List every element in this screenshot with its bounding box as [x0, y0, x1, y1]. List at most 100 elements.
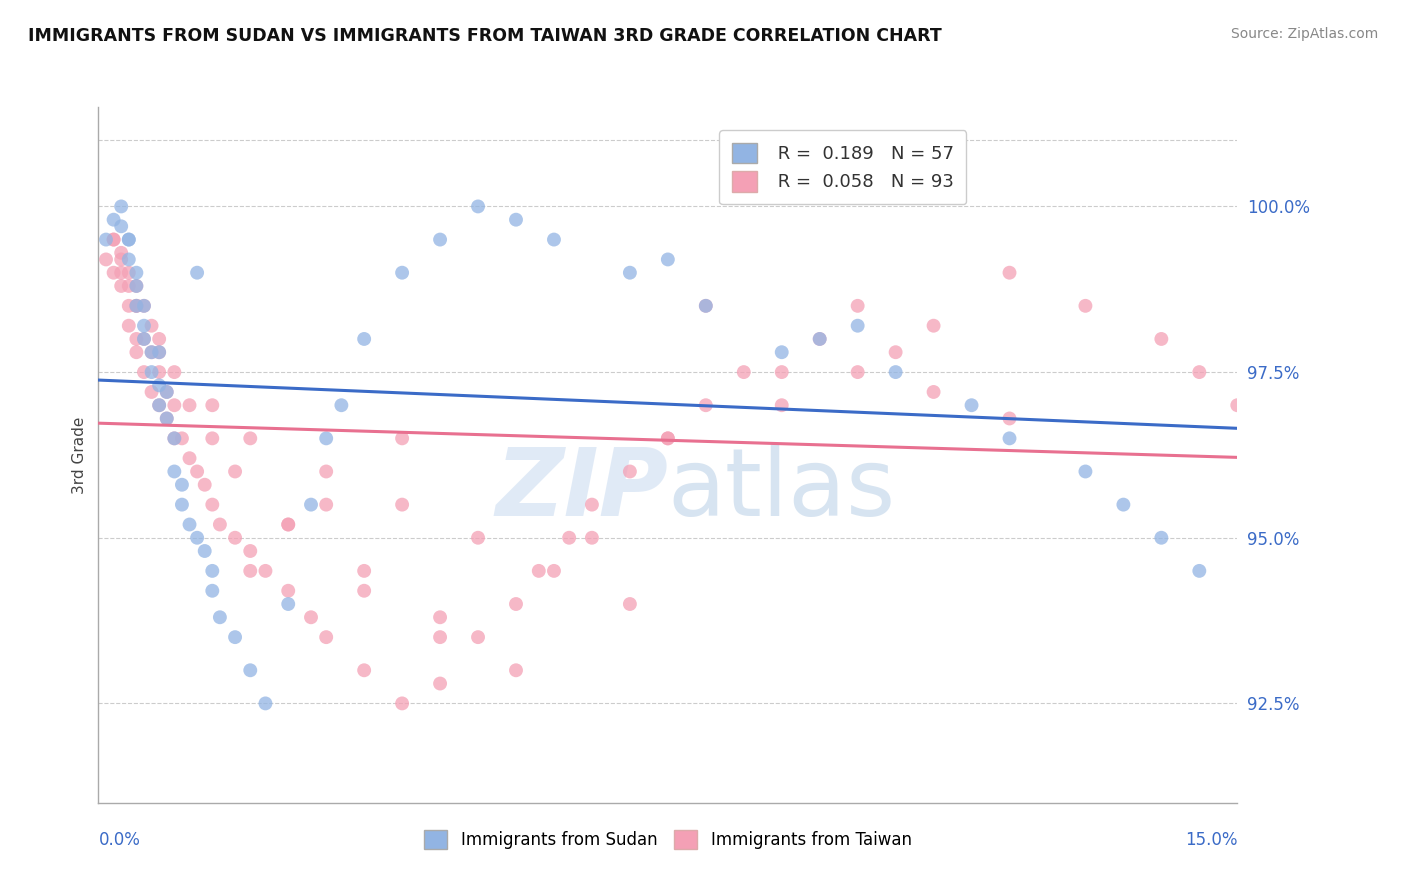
Point	[156, 411, 179, 425]
Point	[125, 345, 148, 359]
Point	[239, 663, 262, 677]
Point	[94, 233, 117, 247]
Point	[201, 431, 224, 445]
Point	[163, 431, 186, 445]
Point	[170, 431, 193, 445]
Point	[695, 299, 717, 313]
Point	[619, 266, 641, 280]
Point	[391, 431, 413, 445]
Point	[543, 564, 565, 578]
Point	[148, 398, 170, 412]
Point	[391, 697, 413, 711]
Point	[103, 233, 125, 247]
Point	[148, 345, 170, 359]
Point	[148, 398, 170, 412]
Point	[277, 597, 299, 611]
Point	[118, 233, 141, 247]
Point	[125, 299, 148, 313]
Point	[808, 332, 831, 346]
Point	[1150, 332, 1173, 346]
Point	[194, 544, 217, 558]
Point	[132, 299, 155, 313]
Point	[224, 531, 246, 545]
Point	[94, 252, 117, 267]
Point	[353, 564, 375, 578]
Point	[224, 465, 246, 479]
Point	[110, 279, 132, 293]
Point	[884, 345, 907, 359]
Point	[922, 318, 945, 333]
Point	[118, 279, 141, 293]
Text: ZIP: ZIP	[495, 443, 668, 536]
Point	[527, 564, 550, 578]
Point	[163, 431, 186, 445]
Point	[299, 498, 322, 512]
Point	[201, 583, 224, 598]
Point	[125, 279, 148, 293]
Point	[277, 517, 299, 532]
Point	[103, 233, 125, 247]
Point	[186, 465, 208, 479]
Point	[1150, 531, 1173, 545]
Point	[467, 531, 489, 545]
Point	[132, 365, 155, 379]
Text: 15.0%: 15.0%	[1185, 830, 1237, 848]
Point	[1188, 365, 1211, 379]
Point	[118, 252, 141, 267]
Point	[125, 266, 148, 280]
Point	[998, 266, 1021, 280]
Point	[391, 498, 413, 512]
Legend: Immigrants from Sudan, Immigrants from Taiwan: Immigrants from Sudan, Immigrants from T…	[416, 822, 920, 857]
Point	[391, 266, 413, 280]
Point	[998, 411, 1021, 425]
Point	[429, 676, 451, 690]
Point	[179, 398, 201, 412]
Point	[110, 252, 132, 267]
Point	[733, 365, 755, 379]
Point	[201, 398, 224, 412]
Point	[808, 332, 831, 346]
Point	[163, 398, 186, 412]
Text: 0.0%: 0.0%	[98, 830, 141, 848]
Point	[353, 332, 375, 346]
Point	[110, 219, 132, 234]
Point	[201, 498, 224, 512]
Point	[657, 252, 679, 267]
Point	[194, 477, 217, 491]
Point	[429, 630, 451, 644]
Point	[186, 266, 208, 280]
Point	[315, 498, 337, 512]
Y-axis label: 3rd Grade: 3rd Grade	[72, 417, 87, 493]
Point	[299, 610, 322, 624]
Point	[315, 431, 337, 445]
Point	[330, 398, 353, 412]
Point	[315, 630, 337, 644]
Point	[170, 498, 193, 512]
Point	[1188, 564, 1211, 578]
Point	[125, 332, 148, 346]
Point	[125, 279, 148, 293]
Point	[846, 318, 869, 333]
Point	[239, 431, 262, 445]
Point	[846, 299, 869, 313]
Point	[1074, 465, 1097, 479]
Point	[186, 531, 208, 545]
Point	[581, 498, 603, 512]
Point	[619, 465, 641, 479]
Text: atlas: atlas	[668, 443, 896, 536]
Point	[141, 365, 163, 379]
Point	[141, 318, 163, 333]
Point	[657, 431, 679, 445]
Point	[208, 610, 231, 624]
Point	[770, 365, 793, 379]
Point	[277, 517, 299, 532]
Point	[467, 630, 489, 644]
Point	[163, 365, 186, 379]
Point	[695, 398, 717, 412]
Point	[960, 398, 983, 412]
Point	[156, 411, 179, 425]
Point	[110, 266, 132, 280]
Point	[770, 345, 793, 359]
Point	[148, 345, 170, 359]
Point	[505, 663, 527, 677]
